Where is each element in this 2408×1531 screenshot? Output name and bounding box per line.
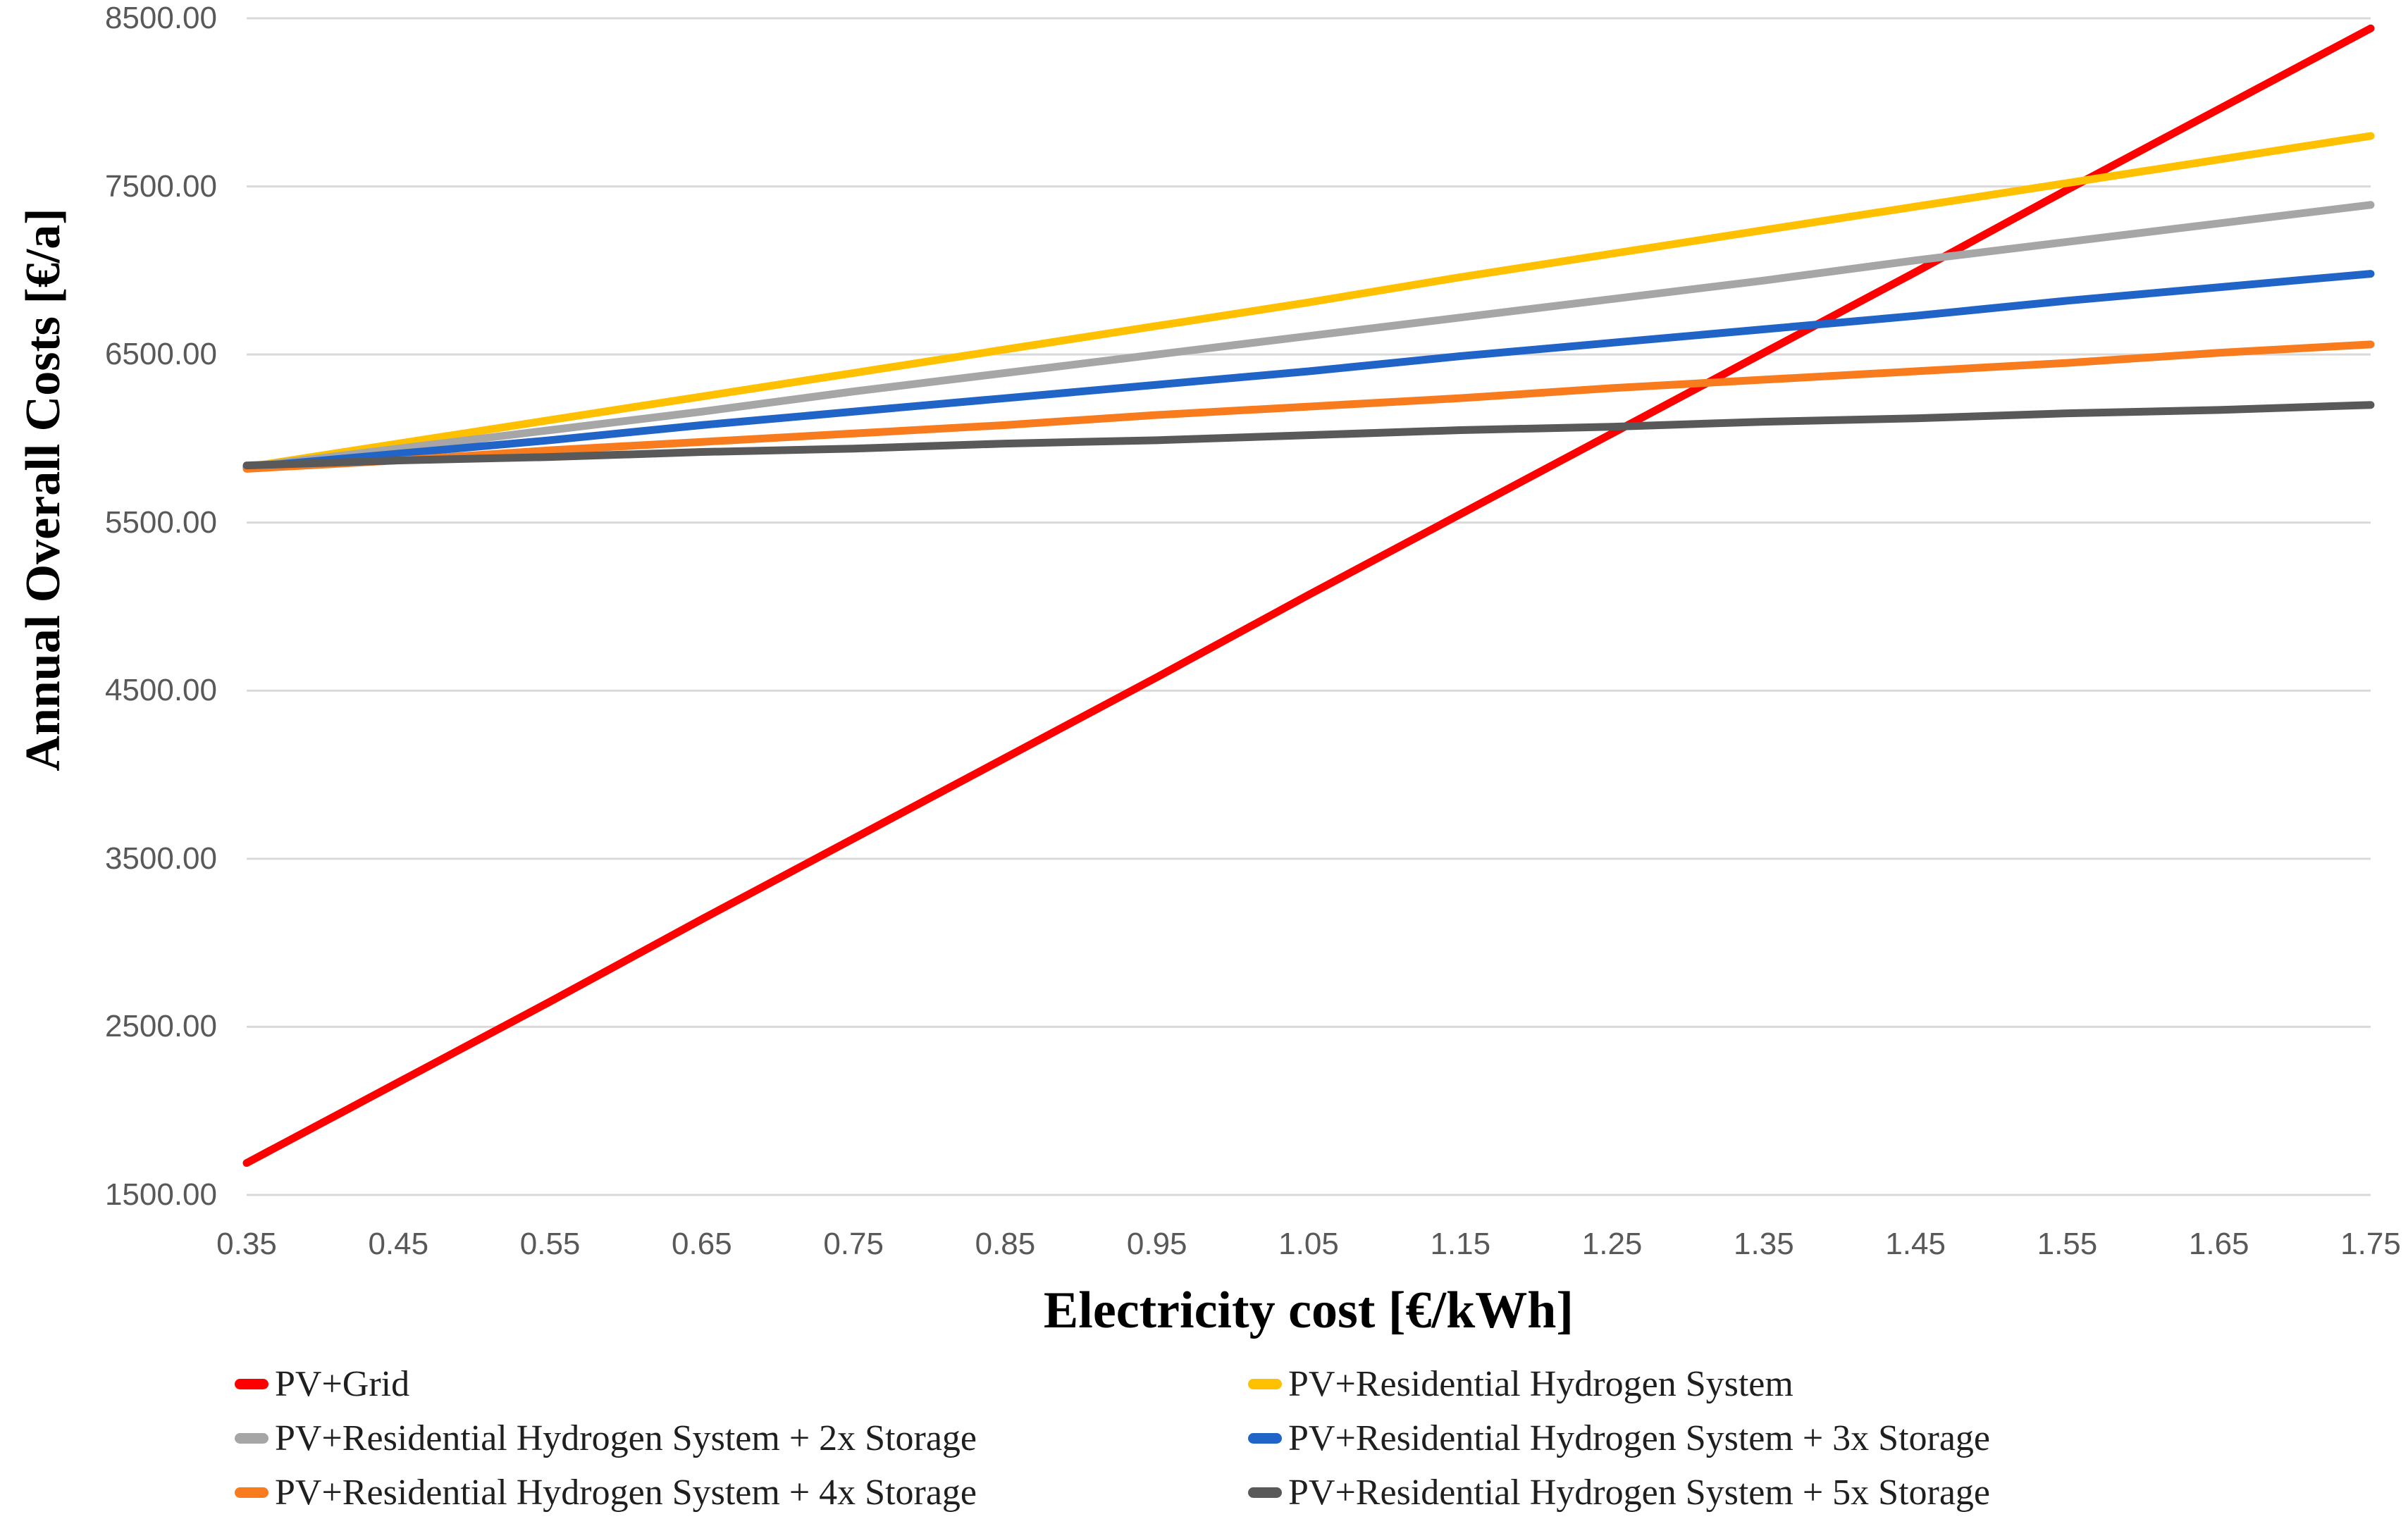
x-tick-label: 1.75	[2340, 1227, 2401, 1261]
legend-swatch-pv-residential-hydrogen-system-3x-storage	[1248, 1433, 1282, 1444]
legend-label: PV+Residential Hydrogen System + 2x Stor…	[275, 1418, 977, 1458]
y-tick-label: 1500.00	[104, 1177, 217, 1212]
y-axis-title: Annual Overall Costs [€/a]	[16, 208, 70, 771]
legend-item-pv-residential-hydrogen-system-5x-storage: PV+Residential Hydrogen System + 5x Stor…	[1248, 1472, 1990, 1513]
x-tick-label: 1.25	[1581, 1227, 1643, 1261]
y-tick-label: 2500.00	[104, 1009, 217, 1044]
legend: PV+Grid PV+Residential Hydrogen System PV+…	[235, 1357, 1990, 1520]
x-tick-label: 0.35	[216, 1227, 277, 1261]
x-tick-label: 0.45	[368, 1227, 429, 1261]
legend-item-pv-residential-hydrogen-system-2x-storage: PV+Residential Hydrogen System + 2x Stor…	[235, 1418, 1248, 1459]
series-line-pv-residential-hydrogen-system	[242, 132, 2375, 471]
series-line-pv-residential-hydrogen-system-4x-storage	[242, 340, 2375, 473]
y-tick-label: 4500.00	[104, 673, 217, 708]
legend-label: PV+Residential Hydrogen System + 5x Stor…	[1288, 1473, 1990, 1513]
x-tick-label: 1.15	[1430, 1227, 1491, 1261]
y-tick-label: 3500.00	[104, 841, 217, 876]
series-line-pv-residential-hydrogen-system-5x-storage	[242, 401, 2375, 470]
legend-label: PV+Grid	[275, 1364, 410, 1404]
y-tick-label: 7500.00	[104, 168, 217, 204]
y-tick-label: 8500.00	[104, 1, 217, 35]
series-line-pv-grid	[242, 24, 2375, 1167]
legend-item-pv-residential-hydrogen-system-4x-storage: PV+Residential Hydrogen System + 4x Stor…	[235, 1472, 1248, 1513]
x-tick-label: 0.85	[975, 1227, 1036, 1261]
x-tick-label: 0.55	[519, 1227, 581, 1261]
x-tick-label: 1.55	[2037, 1227, 2098, 1261]
legend-swatch-pv-residential-hydrogen-system-4x-storage	[235, 1487, 268, 1498]
x-tick-label: 1.45	[1885, 1227, 1946, 1261]
legend-label: PV+Residential Hydrogen System	[1288, 1364, 1793, 1404]
x-tick-label: 0.75	[823, 1227, 884, 1261]
plot-area	[242, 17, 2375, 1196]
x-tick-label: 0.95	[1126, 1227, 1187, 1261]
legend-item-pv-residential-hydrogen-system-3x-storage: PV+Residential Hydrogen System + 3x Stor…	[1248, 1418, 1990, 1459]
legend-swatch-pv-grid	[235, 1379, 268, 1389]
legend-item-pv-residential-hydrogen-system: PV+Residential Hydrogen System	[1248, 1363, 1990, 1405]
legend-swatch-pv-residential-hydrogen-system-5x-storage	[1248, 1487, 1282, 1498]
series-line-pv-residential-hydrogen-system-2x-storage	[242, 201, 2375, 471]
legend-label: PV+Residential Hydrogen System + 4x Stor…	[275, 1473, 977, 1513]
legend-item-pv-grid: PV+Grid	[235, 1363, 1248, 1405]
legend-label: PV+Residential Hydrogen System + 3x Stor…	[1288, 1418, 1990, 1458]
legend-swatch-pv-residential-hydrogen-system	[1248, 1379, 1282, 1389]
x-tick-label: 0.65	[672, 1227, 732, 1261]
x-tick-label: 1.65	[2188, 1227, 2249, 1261]
y-tick-label: 6500.00	[104, 337, 217, 372]
y-tick-label: 5500.00	[104, 504, 217, 540]
legend-swatch-pv-residential-hydrogen-system-2x-storage	[235, 1433, 268, 1444]
series-line-pv-residential-hydrogen-system-3x-storage	[242, 270, 2375, 471]
x-tick-label: 1.05	[1278, 1227, 1339, 1261]
x-tick-label: 1.35	[1734, 1227, 1794, 1261]
x-axis-title: Electricity cost [€/kWh]	[1043, 1282, 1574, 1339]
